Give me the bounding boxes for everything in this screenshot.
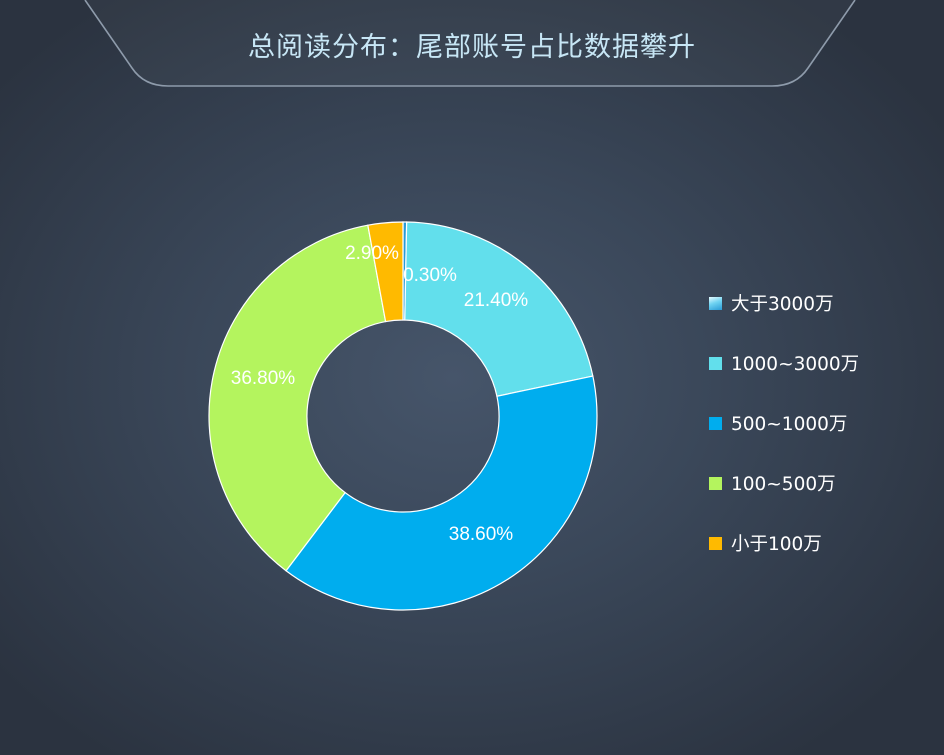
legend-item-2: 1000~3000万 xyxy=(709,348,859,378)
legend-swatch xyxy=(709,356,722,370)
data-label-5: 2.90% xyxy=(345,243,399,264)
chart-title: 总阅读分布：尾部账号占比数据攀升 xyxy=(248,32,696,63)
data-label-1: 0.30% xyxy=(403,265,457,286)
legend-label: 大于3000万 xyxy=(731,294,834,315)
data-label-3: 38.60% xyxy=(449,524,514,545)
legend-item-5: 小于100万 xyxy=(709,528,859,558)
pie-slice-4 xyxy=(208,224,387,572)
legend-swatch xyxy=(709,296,722,310)
header-frame xyxy=(84,0,856,87)
legend-item-1: 大于3000万 xyxy=(709,288,859,318)
legend-item-4: 100~500万 xyxy=(709,468,859,498)
legend-swatch xyxy=(709,476,722,490)
pie-slice-3 xyxy=(285,375,598,611)
pie-slice-5 xyxy=(367,221,404,323)
data-label-4: 36.80% xyxy=(231,368,296,389)
pie-slice-2 xyxy=(404,221,594,397)
legend-label: 小于100万 xyxy=(731,534,822,555)
legend-label: 500~1000万 xyxy=(731,414,848,435)
legend: 大于3000万 1000~3000万 500~1000万 100~500万 小于100万 xyxy=(709,288,859,588)
legend-label: 100~500万 xyxy=(731,474,836,495)
legend-label: 1000~3000万 xyxy=(731,354,860,375)
legend-item-3: 500~1000万 xyxy=(709,408,859,438)
legend-swatch xyxy=(709,416,722,430)
legend-swatch xyxy=(709,536,722,550)
data-label-2: 21.40% xyxy=(464,290,529,311)
